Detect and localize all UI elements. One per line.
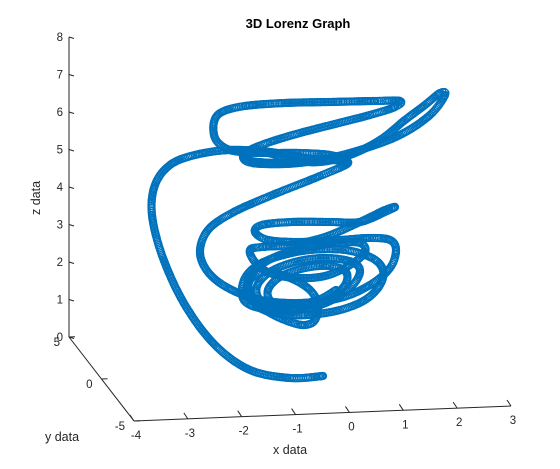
x-tick-label: -2 xyxy=(239,426,249,438)
trajectory-point xyxy=(203,225,213,235)
z-tick xyxy=(68,224,75,227)
x-axis-ticks: -4 -3 -2 -1 0 1 2 3 xyxy=(129,399,516,442)
x-tick-label: 3 xyxy=(510,415,516,427)
trajectory-point xyxy=(331,285,341,295)
x-tick-label: 1 xyxy=(402,419,408,431)
z-tick-label: 2 xyxy=(57,257,63,269)
z-tick xyxy=(68,111,75,114)
x-tick-label: -3 xyxy=(185,428,195,440)
y-tick-label: 5 xyxy=(54,337,60,349)
x-tick xyxy=(183,412,189,420)
x-tick xyxy=(345,406,350,413)
x-tick-label: -1 xyxy=(292,424,302,436)
x-axis-line xyxy=(133,405,512,422)
y-tick-label: -5 xyxy=(115,421,125,433)
z-tick xyxy=(68,261,75,264)
lorenz-trajectory-series xyxy=(147,87,450,383)
y-axis-label: y data xyxy=(45,430,79,444)
z-axis: 0 1 2 3 4 5 6 7 8 z data xyxy=(29,32,75,344)
z-tick xyxy=(68,36,75,39)
z-tick-label: 0 xyxy=(57,332,63,344)
trajectory-point xyxy=(330,155,339,165)
x-tick xyxy=(129,414,135,422)
x-tick-label: 0 xyxy=(348,421,354,433)
z-tick xyxy=(68,299,75,302)
x-axis: -4 -3 -2 -1 0 1 2 3 x data xyxy=(129,399,516,457)
trajectory-point xyxy=(375,96,384,106)
z-tick-label: 4 xyxy=(57,182,64,194)
z-tick-label: 1 xyxy=(57,295,63,307)
z-tick-label: 7 xyxy=(57,70,63,82)
z-axis-ticks: 0 1 2 3 4 5 6 7 8 xyxy=(57,32,75,344)
z-axis-label: z data xyxy=(29,181,43,215)
x-tick-label: 2 xyxy=(456,417,462,429)
chart-title: 3D Lorenz Graph xyxy=(246,16,351,31)
x-tick xyxy=(291,408,296,415)
z-tick-label: 5 xyxy=(57,145,63,157)
y-axis: -5 0 5 y data xyxy=(45,336,141,444)
x-axis-label: x data xyxy=(273,443,307,457)
z-tick-label: 3 xyxy=(57,220,63,232)
z-tick xyxy=(68,74,75,77)
z-tick-label: 6 xyxy=(57,107,63,119)
y-axis-ticks: -5 0 5 xyxy=(54,336,141,433)
trajectory-point xyxy=(251,224,260,233)
z-tick xyxy=(68,149,75,152)
x-tick-label: -4 xyxy=(131,430,142,442)
x-tick xyxy=(506,399,512,407)
x-tick xyxy=(398,404,404,411)
z-tick xyxy=(68,186,75,189)
trajectory-point xyxy=(395,96,405,106)
trajectory-point xyxy=(341,267,351,277)
y-tick-label: 0 xyxy=(86,379,92,391)
trajectory-point xyxy=(370,96,380,106)
x-tick xyxy=(452,401,458,409)
z-tick-label: 8 xyxy=(57,32,63,44)
x-tick xyxy=(237,410,243,417)
